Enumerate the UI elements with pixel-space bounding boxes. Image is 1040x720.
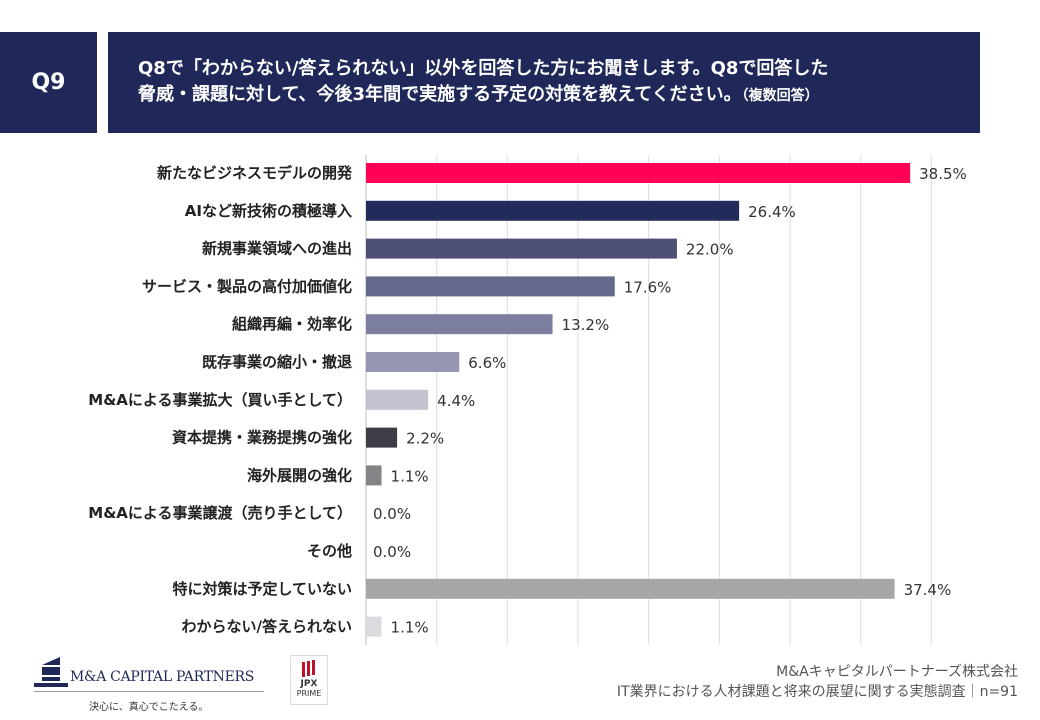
data-label: 17.6% — [624, 278, 672, 296]
category-label: M&Aによる事業拡大（買い手として） — [88, 391, 352, 409]
data-label: 0.0% — [373, 505, 411, 523]
category-label: AIなど新技術の積極導入 — [185, 202, 352, 220]
data-label: 22.0% — [686, 241, 734, 259]
category-label: 海外展開の強化 — [247, 466, 352, 484]
bar — [366, 427, 398, 448]
data-label: 26.4% — [748, 203, 796, 221]
data-label: 38.5% — [919, 165, 967, 183]
category-label: 既存事業の縮小・撤退 — [202, 353, 352, 371]
data-label: 4.4% — [437, 392, 475, 410]
bar — [366, 389, 429, 410]
bar — [366, 238, 677, 259]
question-title-box: Q8で「わからない/答えられない」以外を回答した方にお聞きします。Q8で回答した… — [108, 32, 980, 133]
jpx-mark-icon — [302, 660, 315, 677]
bar — [366, 163, 911, 183]
logo-text: M&A CAPITAL PARTNERS — [70, 669, 255, 685]
data-label: 2.2% — [406, 430, 444, 448]
footer-survey: IT業界における人材課題と将来の展望に関する実態調査｜n=91 — [616, 684, 1018, 700]
category-label: 新たなビジネスモデルの開発 — [157, 164, 353, 182]
question-title-text: 脅威・課題に対して、今後3年間で実施する予定の対策を教えてください。 — [138, 84, 742, 105]
data-label: 6.6% — [468, 354, 506, 372]
bar — [366, 352, 460, 372]
jpx-prime-logo: JPX PRIME — [290, 655, 328, 705]
logo-tagline: 決心に、真心でこたえる。 — [89, 702, 209, 713]
category-label: 組織再編・効率化 — [232, 315, 352, 333]
category-label: サービス・製品の高付加価値化 — [142, 277, 352, 295]
category-label: 資本提携・業務提携の強化 — [172, 429, 352, 447]
data-label: 37.4% — [904, 581, 952, 599]
category-label: 特に対策は予定していない — [172, 580, 352, 598]
question-number-badge: Q9 — [0, 32, 97, 133]
data-label: 1.1% — [391, 467, 429, 485]
bar — [366, 616, 382, 637]
category-label: 新規事業領域への進出 — [202, 240, 352, 258]
bar — [366, 200, 740, 221]
question-number: Q9 — [31, 70, 66, 95]
data-label: 0.0% — [373, 543, 411, 561]
category-label: その他 — [307, 542, 352, 560]
question-note: （複数回答） — [741, 88, 819, 104]
question-title-line2: 脅威・課題に対して、今後3年間で実施する予定の対策を教えてください。（複数回答） — [138, 82, 980, 109]
footer-source: M&Aキャピタルパートナーズ株式会社 IT業界における人材課題と将来の展望に関す… — [617, 662, 1018, 702]
data-label: 1.1% — [391, 619, 429, 637]
footer-company: M&Aキャピタルパートナーズ株式会社 — [776, 664, 1018, 680]
jpx-sub-text: PRIME — [296, 689, 322, 698]
jpx-text: JPX — [300, 679, 318, 689]
category-label: わからない/答えられない — [182, 618, 352, 636]
data-label: 13.2% — [562, 316, 610, 334]
category-label: M&Aによる事業譲渡（売り手として） — [88, 504, 352, 522]
bar — [366, 578, 895, 599]
bar — [366, 465, 382, 486]
logo-mark-icon — [34, 657, 68, 687]
bar — [366, 276, 615, 297]
question-title-line1: Q8で「わからない/答えられない」以外を回答した方にお聞きします。Q8で回答した — [138, 58, 829, 79]
logo-divider — [34, 691, 264, 692]
bar — [366, 314, 553, 335]
